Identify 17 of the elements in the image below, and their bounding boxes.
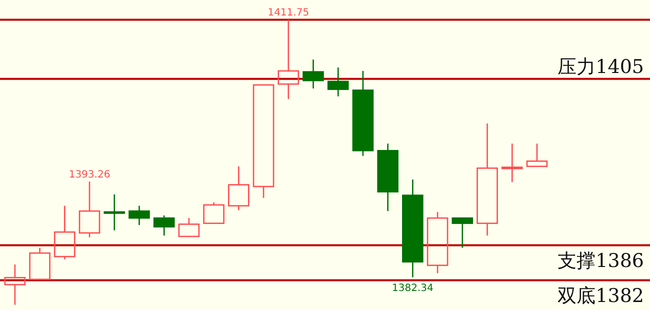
candlestick [476,122,498,236]
ref-line-label: 压力1405 [558,56,644,78]
annotation: 1393.26 [68,170,110,181]
annotation: 1411.75 [268,8,310,19]
candlestick [402,178,424,278]
candlestick [377,142,398,212]
annotation: 1382.34 [392,283,434,294]
candlestick [278,19,300,100]
ref-line-label: 双底1382 [558,285,644,308]
ref-line-label: 支撑1386 [558,250,644,272]
candlestick [128,205,150,226]
candlestick [501,142,523,183]
candlestick [302,58,324,90]
candlestick [104,194,126,231]
candlestick [4,264,26,306]
candlestick [327,66,349,97]
candlestick [228,166,250,211]
